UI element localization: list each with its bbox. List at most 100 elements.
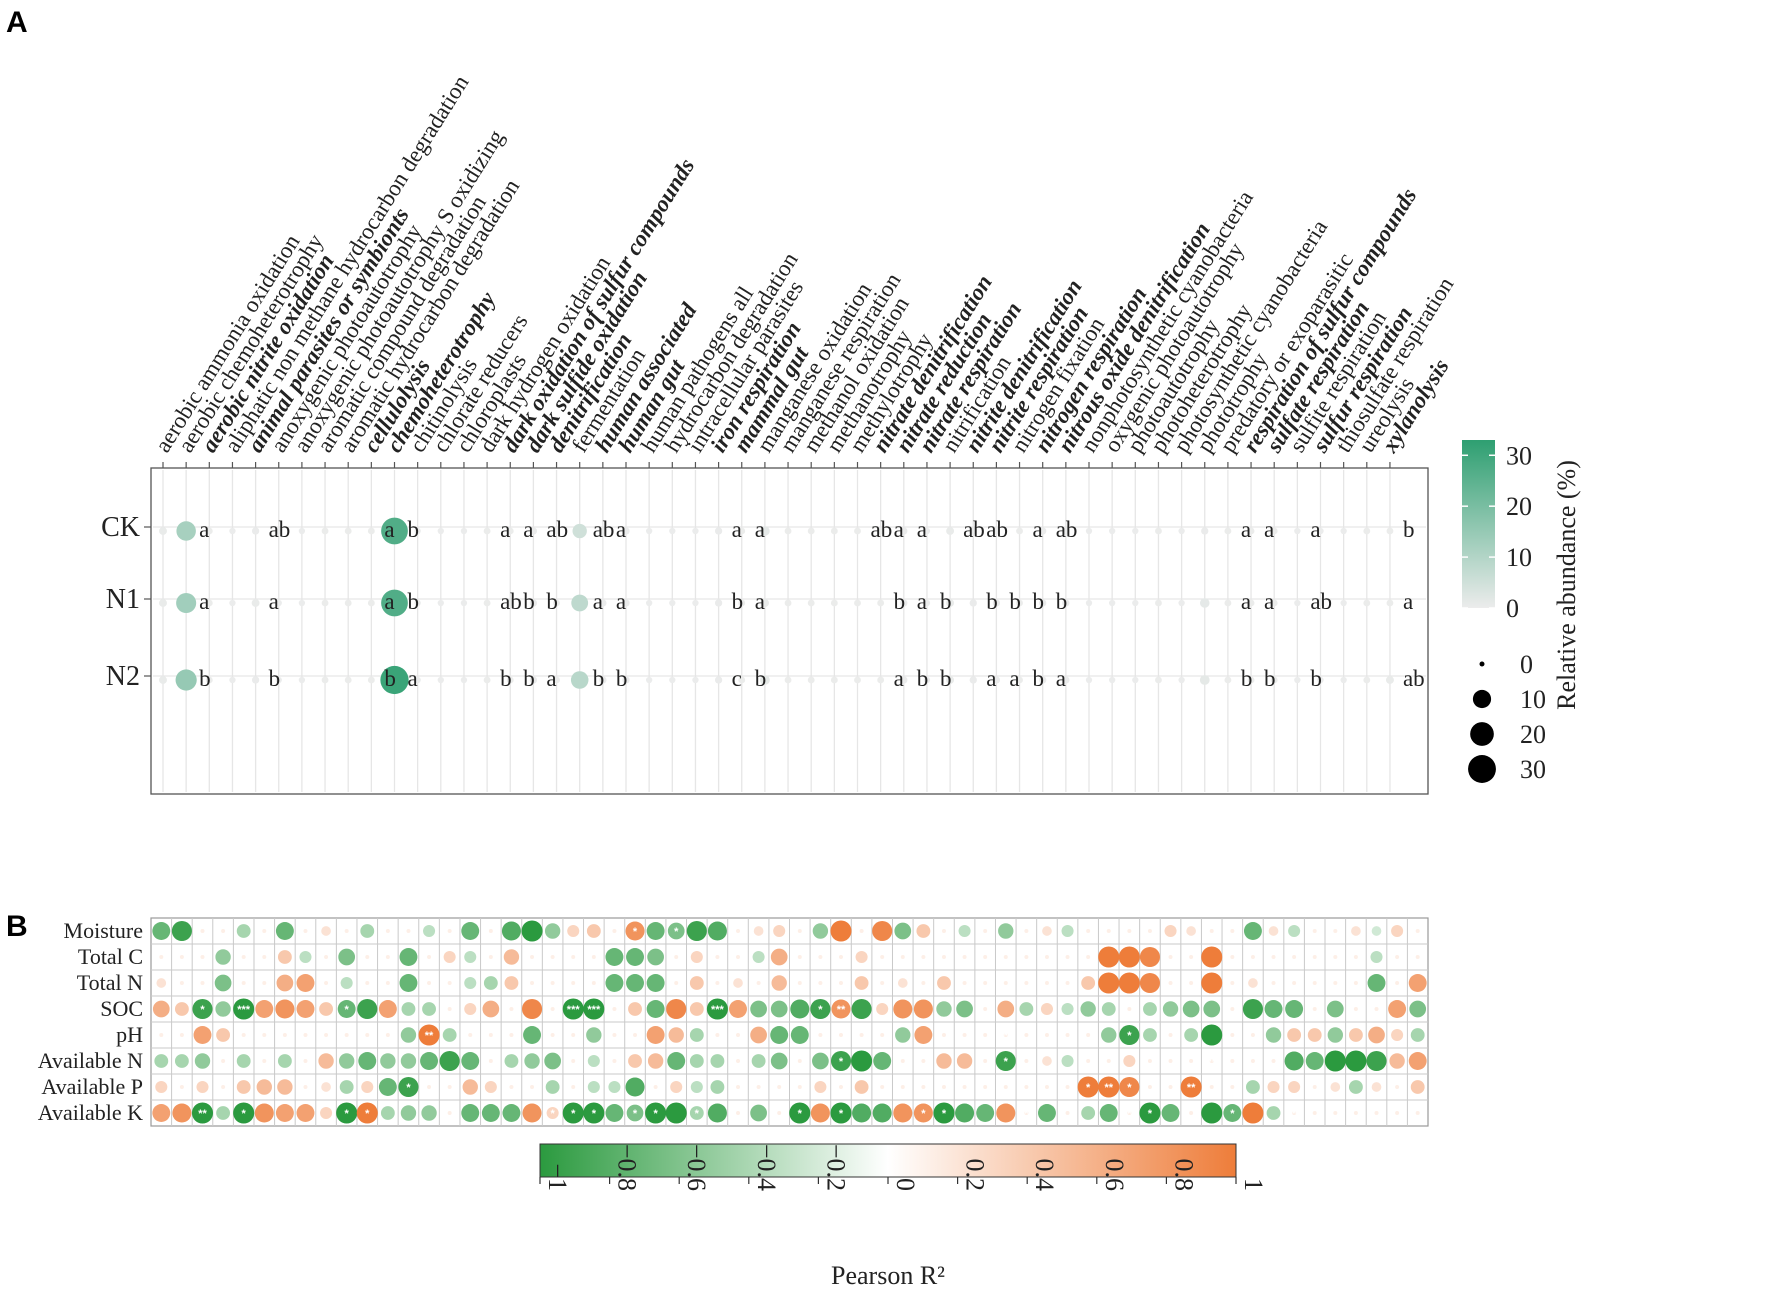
bubble [367, 676, 375, 684]
correlation-dot [179, 1033, 184, 1037]
correlation-dot [715, 981, 720, 985]
correlation-dot [831, 999, 851, 1019]
correlation-dot [1118, 946, 1140, 968]
correlation-dot [1024, 1111, 1029, 1115]
color-tick-label: 10 [1506, 543, 1532, 572]
correlation-dot [1288, 1080, 1301, 1094]
correlation-dot [777, 1085, 782, 1089]
correlation-dot [488, 1059, 493, 1063]
correlation-dot [1086, 955, 1091, 959]
correlation-dot [179, 981, 184, 985]
correlation-dot [567, 924, 580, 938]
bubble [344, 527, 352, 535]
correlation-dot [770, 1052, 788, 1070]
correlation-dot [530, 955, 535, 959]
correlation-dot [215, 949, 231, 965]
bubble [414, 599, 421, 607]
correlation-dot [1044, 981, 1049, 985]
bubble [529, 676, 538, 684]
correlation-dot [1267, 1080, 1280, 1094]
correlation-dot [339, 1080, 354, 1094]
significance-letter: a [1310, 517, 1320, 542]
bubble [251, 527, 260, 535]
correlation-dot [179, 1085, 184, 1089]
correlation-dot [1410, 1080, 1425, 1094]
bubble [321, 676, 329, 684]
correlation-dot [1065, 1085, 1070, 1089]
correlation-dot [1168, 1059, 1173, 1063]
correlation-dot [706, 998, 728, 1020]
correlation-dot [1123, 1054, 1136, 1068]
significance-star: * [1127, 1030, 1132, 1042]
correlation-dot [605, 1104, 624, 1122]
correlation-dot [996, 1103, 1016, 1123]
correlation-dot [941, 1033, 946, 1037]
bubble [645, 527, 653, 535]
bubble [923, 676, 931, 684]
significance-letter: b [732, 589, 744, 614]
correlation-dot [1037, 1104, 1056, 1122]
significance-star: * [571, 1108, 576, 1120]
bubble [854, 527, 861, 535]
correlation-dot [159, 1033, 164, 1037]
bubble [900, 599, 908, 607]
bubble [176, 592, 197, 614]
correlation-dot [921, 1085, 926, 1089]
correlation-dot [1388, 1000, 1407, 1018]
correlation-dot [447, 929, 452, 933]
bubble [229, 527, 236, 535]
significance-letter: a [894, 666, 904, 691]
correlation-dot [1119, 1024, 1140, 1046]
correlation-dot [303, 1059, 308, 1063]
correlation-dot [605, 948, 624, 966]
correlation-dot [1415, 929, 1420, 933]
significance-star: *** [237, 1004, 251, 1016]
bubble [669, 527, 676, 535]
correlation-dot [418, 1024, 440, 1046]
correlation-dot [200, 981, 205, 985]
correlation-dot [736, 1033, 741, 1037]
correlation-dot [880, 1033, 885, 1037]
correlation-dot [689, 976, 704, 990]
correlation-dot [715, 1033, 720, 1037]
correlation-dot [686, 920, 707, 942]
bubble [692, 599, 699, 607]
size-legend-dot [1470, 722, 1494, 746]
correlation-dot [1409, 1000, 1427, 1018]
correlation-dot [380, 1106, 395, 1120]
color-tick-label: 0 [1506, 594, 1519, 623]
correlation-dot [921, 955, 926, 959]
bubble [1132, 599, 1139, 607]
correlation-dot [1024, 955, 1029, 959]
bubble [669, 676, 676, 684]
significance-letter: a [523, 517, 533, 542]
bubble [1247, 676, 1255, 684]
correlation-dot [710, 1054, 725, 1068]
correlation-dot [1326, 1000, 1344, 1018]
significance-letter: ab [986, 517, 1008, 542]
bubble [645, 599, 653, 607]
correlation-dot [797, 929, 802, 933]
correlation-dot [1353, 1111, 1358, 1115]
correlation-dot [200, 929, 205, 933]
significance-star: ** [1104, 1082, 1113, 1094]
correlation-dot [216, 1106, 231, 1120]
correlation-dot [653, 1085, 658, 1089]
significance-star: * [1086, 1082, 1091, 1094]
correlation-dot [1271, 981, 1276, 985]
correlation-dot [812, 1052, 829, 1070]
correlation-dot [628, 1002, 642, 1016]
correlation-dot [1162, 1001, 1179, 1017]
abundance-legend-title: Relative abundance (%) [1552, 460, 1581, 710]
significance-star: *** [567, 1004, 581, 1016]
correlation-dot [321, 1082, 331, 1092]
correlation-dot [509, 1007, 514, 1011]
bubble [1039, 599, 1047, 607]
pearson-colorbar: −1 −0.8 −0.6 −0.4 −0.2 0 0.2 0.4 0.6 0.8 1 Pearson … [539, 1143, 1268, 1290]
correlation-dot [1395, 1085, 1400, 1089]
bubble [969, 599, 977, 607]
bubble [760, 526, 770, 536]
bubble [159, 676, 167, 684]
correlation-dot [936, 1001, 952, 1017]
